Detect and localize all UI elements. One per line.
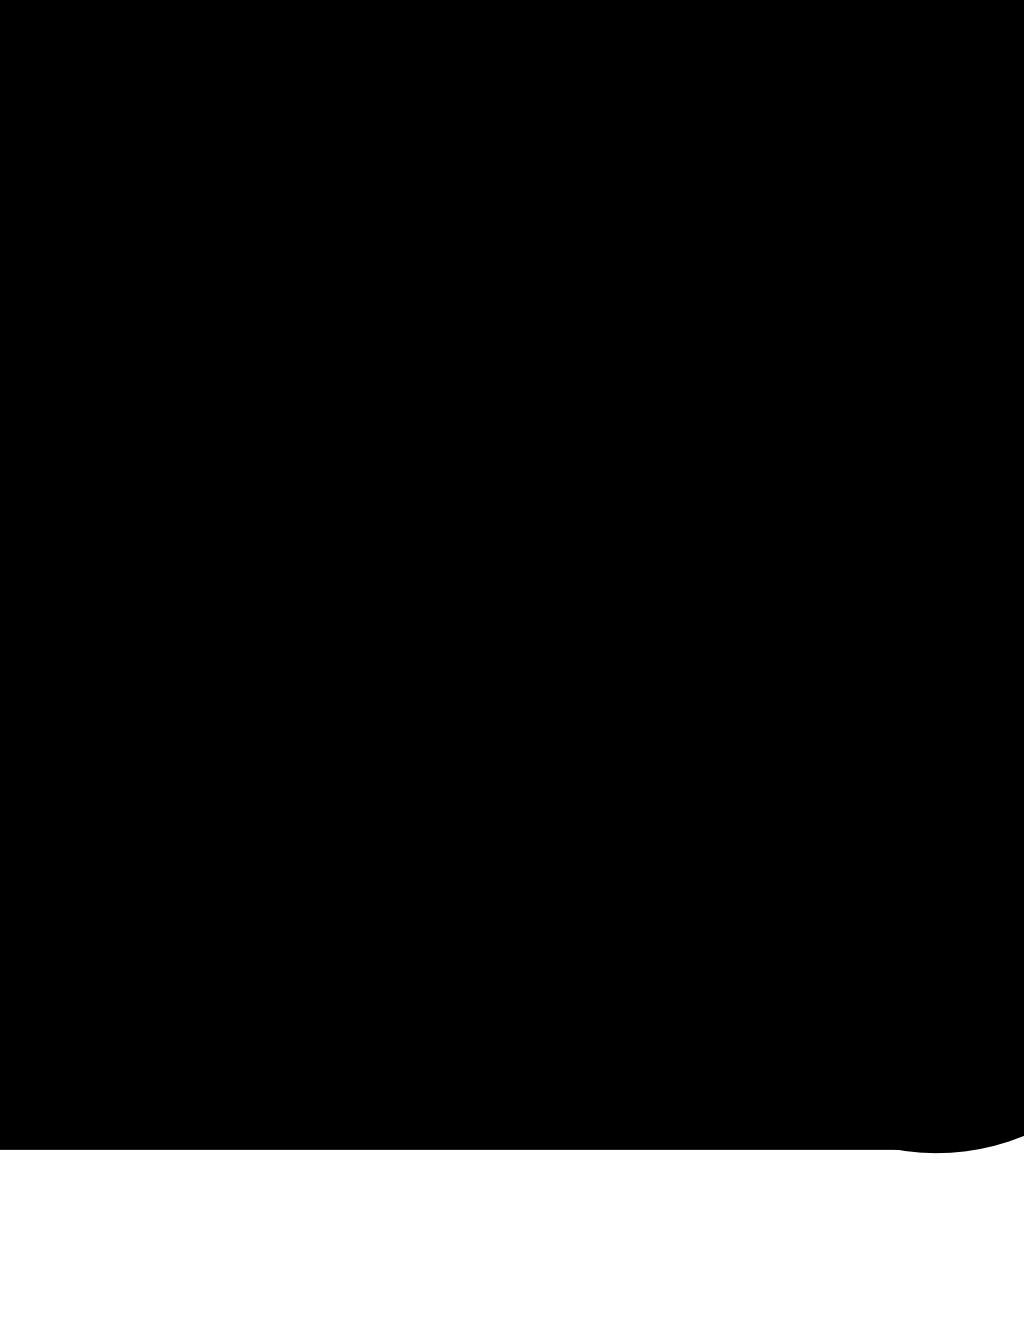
- Text: Front End: Front End: [389, 888, 401, 953]
- Text: 1603: 1603: [426, 1063, 458, 1076]
- Text: 1609: 1609: [361, 548, 375, 578]
- Text: Directory: Directory: [442, 333, 503, 346]
- Text: Oct. 16, 2008  Sheet 27 of 33: Oct. 16, 2008 Sheet 27 of 33: [343, 173, 582, 187]
- Text: Authentication: Authentication: [450, 499, 538, 511]
- Text: 301: 301: [240, 593, 264, 606]
- Bar: [190, 474, 382, 651]
- Text: 307: 307: [240, 388, 264, 401]
- Text: 307: 307: [271, 828, 295, 841]
- Text: 1611: 1611: [361, 343, 375, 374]
- Bar: [178, 275, 394, 659]
- Text: FIG. 16A: FIG. 16A: [656, 924, 778, 948]
- Text: 1605: 1605: [557, 847, 570, 878]
- Text: 1601: 1601: [398, 894, 412, 924]
- Bar: [423, 755, 593, 1078]
- Text: 1600: 1600: [593, 741, 627, 754]
- Text: 1607: 1607: [479, 511, 509, 524]
- Bar: [442, 898, 562, 960]
- Bar: [426, 309, 573, 548]
- Text: 1607: 1607: [486, 932, 516, 945]
- Bar: [434, 478, 554, 540]
- Bar: [217, 775, 415, 1074]
- Text: US 2008/0253402 A1: US 2008/0253402 A1: [633, 173, 805, 187]
- Bar: [237, 785, 330, 855]
- Text: Back End: Back End: [565, 459, 579, 520]
- Bar: [206, 347, 299, 416]
- Text: HSS: HSS: [237, 577, 267, 590]
- Text: 1603: 1603: [418, 663, 450, 676]
- Bar: [415, 285, 589, 678]
- Text: Front End: Front End: [352, 527, 366, 591]
- Text: Directory: Directory: [446, 791, 507, 804]
- Bar: [434, 763, 578, 966]
- Text: 1620: 1620: [593, 256, 627, 269]
- Text: Patent Application Publication: Patent Application Publication: [89, 173, 341, 187]
- Text: Authentication: Authentication: [458, 917, 546, 931]
- Text: FIG. 16B: FIG. 16B: [655, 442, 778, 467]
- Text: HLR: HLR: [267, 812, 299, 825]
- Bar: [237, 970, 330, 1040]
- Bar: [190, 281, 382, 466]
- Bar: [206, 552, 299, 620]
- Text: Front End: Front End: [352, 338, 366, 403]
- Text: Logical Front End 1613: Logical Front End 1613: [390, 396, 402, 537]
- Text: Back End: Back End: [569, 887, 583, 948]
- Text: HLR: HLR: [237, 372, 268, 387]
- Text: HSS: HSS: [267, 997, 298, 1010]
- Text: 1605: 1605: [554, 409, 567, 440]
- Text: 301: 301: [271, 1012, 295, 1026]
